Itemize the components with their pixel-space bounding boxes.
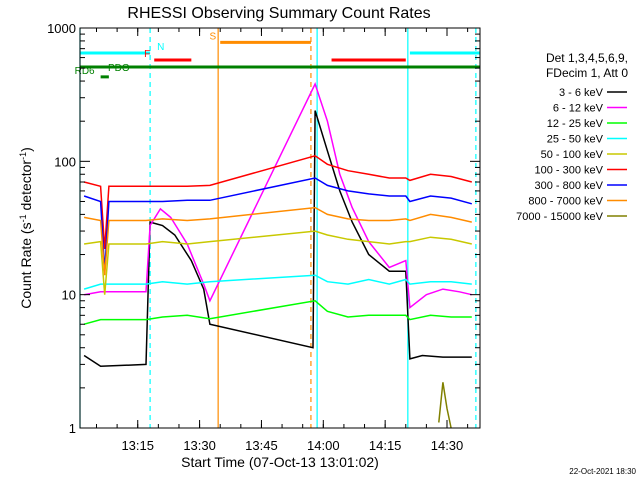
- state-bars: NF S PDO RD6: [75, 31, 480, 79]
- series-line-7: [83, 206, 472, 276]
- y-axis-label: Count Rate (s-1 detector-1): [18, 147, 34, 309]
- plot-frame: [79, 27, 481, 429]
- series-line-0: [83, 110, 472, 368]
- state-bar-label-n: N: [157, 42, 164, 53]
- series-lines: [83, 82, 472, 429]
- series-line-6: [83, 177, 472, 272]
- axis-ticks: 13:15 13:30 13:45 14:00 14:15 14:30 1 10 100 1000: [47, 21, 480, 453]
- y-tick-label-0: 1: [69, 421, 76, 436]
- info-line-2: FDecim 1, Att 0: [546, 66, 628, 80]
- vertical-markers: [79, 28, 477, 428]
- legend-label-4: 50 - 100 keV: [541, 149, 604, 161]
- state-bar-label-pdo: PDO: [108, 63, 130, 74]
- legend-label-3: 25 - 50 keV: [547, 134, 604, 146]
- y-tick-label-3: 1000: [47, 21, 76, 36]
- x-tick-label-5: 14:30: [431, 438, 464, 453]
- y-tick-label-2: 100: [54, 154, 76, 169]
- legend-label-7: 800 - 7000 keV: [528, 196, 603, 208]
- legend-label-1: 6 - 12 keV: [553, 103, 604, 115]
- legend: 3 - 6 keV 6 - 12 keV 12 - 25 keV 25 - 50 ke…: [516, 87, 627, 223]
- series-line-4: [83, 230, 472, 295]
- info-line-1: Det 1,3,4,5,6,9,: [546, 51, 628, 65]
- legend-label-0: 3 - 6 keV: [559, 87, 604, 99]
- x-tick-label-1: 13:30: [183, 438, 216, 453]
- series-line-8: [438, 382, 452, 429]
- x-tick-label-0: 13:15: [121, 438, 154, 453]
- y-tick-label-1: 10: [62, 288, 76, 303]
- legend-label-6: 300 - 800 keV: [535, 180, 604, 192]
- legend-label-8: 7000 - 15000 keV: [516, 211, 604, 223]
- x-axis-label: Start Time (07-Oct-13 13:01:02): [181, 454, 379, 470]
- x-tick-label-3: 14:00: [307, 438, 340, 453]
- series-line-2: [83, 300, 472, 325]
- state-bar-label-rd6: RD6: [75, 66, 95, 77]
- series-line-3: [83, 274, 472, 290]
- series-line-5: [83, 154, 472, 250]
- legend-label-2: 12 - 25 keV: [547, 118, 604, 130]
- footer-date: 22-Oct-2021 18:30: [569, 467, 636, 476]
- chart-title: RHESSI Observing Summary Count Rates: [127, 5, 430, 22]
- state-bar-label-f: F: [144, 49, 150, 60]
- legend-label-5: 100 - 300 keV: [535, 165, 604, 177]
- x-tick-label-2: 13:45: [245, 438, 278, 453]
- x-tick-label-4: 14:15: [369, 438, 402, 453]
- state-bar-label-s: S: [210, 31, 217, 42]
